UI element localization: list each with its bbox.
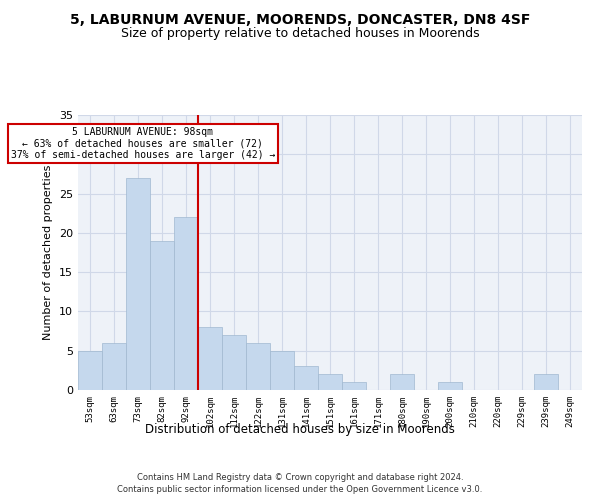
Bar <box>150 240 174 390</box>
Bar <box>222 335 246 390</box>
Bar <box>246 343 270 390</box>
Bar <box>534 374 558 390</box>
Bar <box>438 382 462 390</box>
Text: Size of property relative to detached houses in Moorends: Size of property relative to detached ho… <box>121 28 479 40</box>
Text: Contains public sector information licensed under the Open Government Licence v3: Contains public sector information licen… <box>118 485 482 494</box>
Text: 5 LABURNUM AVENUE: 98sqm
← 63% of detached houses are smaller (72)
37% of semi-d: 5 LABURNUM AVENUE: 98sqm ← 63% of detach… <box>11 127 275 160</box>
Bar <box>342 382 366 390</box>
Bar <box>390 374 414 390</box>
Bar <box>78 350 102 390</box>
Bar <box>102 343 126 390</box>
Bar <box>126 178 150 390</box>
Bar <box>294 366 318 390</box>
Text: Contains HM Land Registry data © Crown copyright and database right 2024.: Contains HM Land Registry data © Crown c… <box>137 472 463 482</box>
Bar <box>318 374 342 390</box>
Bar <box>270 350 294 390</box>
Bar <box>198 327 222 390</box>
Bar <box>174 217 198 390</box>
Text: 5, LABURNUM AVENUE, MOORENDS, DONCASTER, DN8 4SF: 5, LABURNUM AVENUE, MOORENDS, DONCASTER,… <box>70 12 530 26</box>
Y-axis label: Number of detached properties: Number of detached properties <box>43 165 53 340</box>
Text: Distribution of detached houses by size in Moorends: Distribution of detached houses by size … <box>145 422 455 436</box>
